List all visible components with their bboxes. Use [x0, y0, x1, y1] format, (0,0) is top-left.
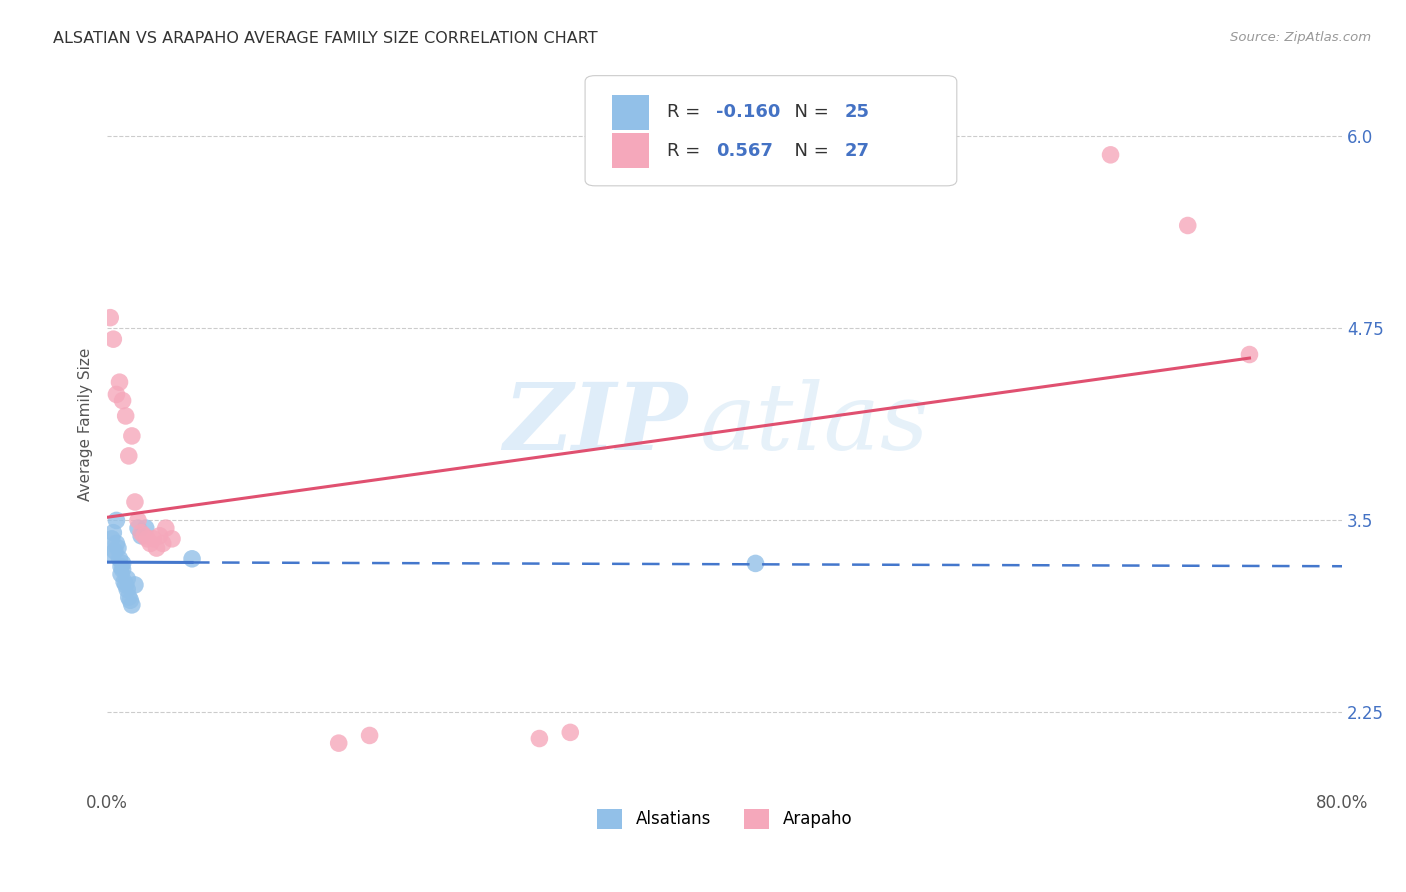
Point — [104, 544, 127, 558]
Point — [121, 598, 143, 612]
Point — [127, 513, 149, 527]
Point — [181, 551, 204, 566]
Point — [121, 429, 143, 443]
Point — [115, 582, 138, 597]
Point — [129, 529, 152, 543]
Point — [1099, 148, 1122, 162]
Point — [118, 591, 141, 605]
Point — [744, 557, 766, 571]
Point — [98, 547, 121, 561]
Y-axis label: Average Family Size: Average Family Size — [79, 348, 93, 501]
Text: R =: R = — [666, 142, 711, 160]
Point — [110, 559, 132, 574]
Point — [111, 563, 134, 577]
Text: 27: 27 — [845, 142, 869, 160]
Point — [155, 521, 177, 535]
Point — [1239, 347, 1261, 361]
Text: N =: N = — [783, 142, 834, 160]
Point — [135, 521, 157, 535]
Point — [105, 513, 128, 527]
Point — [103, 525, 125, 540]
Point — [124, 495, 146, 509]
Point — [112, 574, 135, 589]
FancyBboxPatch shape — [585, 76, 957, 186]
Text: 0.567: 0.567 — [716, 142, 773, 160]
FancyBboxPatch shape — [612, 133, 650, 169]
Point — [114, 409, 136, 423]
Text: -0.160: -0.160 — [716, 103, 780, 121]
Legend: Alsatians, Arapaho: Alsatians, Arapaho — [591, 802, 859, 836]
Point — [110, 567, 132, 582]
Text: N =: N = — [783, 103, 834, 121]
FancyBboxPatch shape — [612, 95, 650, 129]
Point — [160, 532, 183, 546]
Point — [105, 387, 128, 401]
Point — [108, 551, 131, 566]
Point — [359, 729, 381, 743]
Point — [105, 536, 128, 550]
Point — [111, 557, 134, 571]
Point — [108, 375, 131, 389]
Point — [328, 736, 350, 750]
Text: R =: R = — [666, 103, 706, 121]
Point — [149, 529, 172, 543]
Point — [107, 541, 129, 555]
Point — [101, 532, 124, 546]
Point — [145, 541, 167, 555]
Point — [139, 536, 162, 550]
Point — [120, 593, 142, 607]
Point — [1177, 219, 1199, 233]
Text: 25: 25 — [845, 103, 869, 121]
Text: atlas: atlas — [700, 379, 929, 469]
Point — [111, 393, 134, 408]
Point — [529, 731, 551, 746]
Point — [129, 525, 152, 540]
Point — [98, 310, 121, 325]
Text: Source: ZipAtlas.com: Source: ZipAtlas.com — [1230, 31, 1371, 45]
Point — [127, 521, 149, 535]
Point — [136, 532, 159, 546]
Point — [134, 529, 156, 543]
Point — [124, 578, 146, 592]
Point — [118, 449, 141, 463]
Point — [115, 572, 138, 586]
Point — [142, 532, 165, 546]
Point — [114, 578, 136, 592]
Text: ALSATIAN VS ARAPAHO AVERAGE FAMILY SIZE CORRELATION CHART: ALSATIAN VS ARAPAHO AVERAGE FAMILY SIZE … — [53, 31, 598, 46]
Point — [560, 725, 582, 739]
Point — [152, 536, 174, 550]
Text: ZIP: ZIP — [503, 379, 688, 469]
Point — [103, 332, 125, 346]
